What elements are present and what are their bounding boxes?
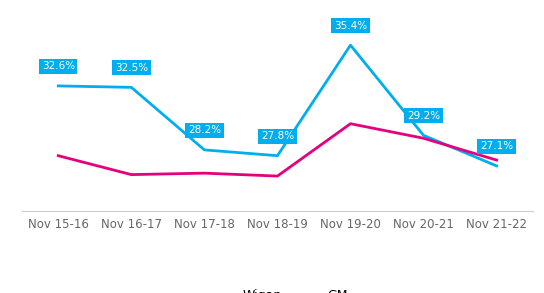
Text: 29.2%: 29.2%	[407, 111, 440, 121]
Text: 28.2%: 28.2%	[188, 125, 221, 135]
Text: 32.6%: 32.6%	[42, 61, 75, 71]
Text: 32.5%: 32.5%	[115, 63, 148, 73]
Text: 27.8%: 27.8%	[261, 131, 294, 141]
Text: 35.4%: 35.4%	[334, 21, 367, 31]
Text: 27.1%: 27.1%	[480, 141, 513, 151]
Legend: Wigan, GM: Wigan, GM	[202, 284, 353, 293]
